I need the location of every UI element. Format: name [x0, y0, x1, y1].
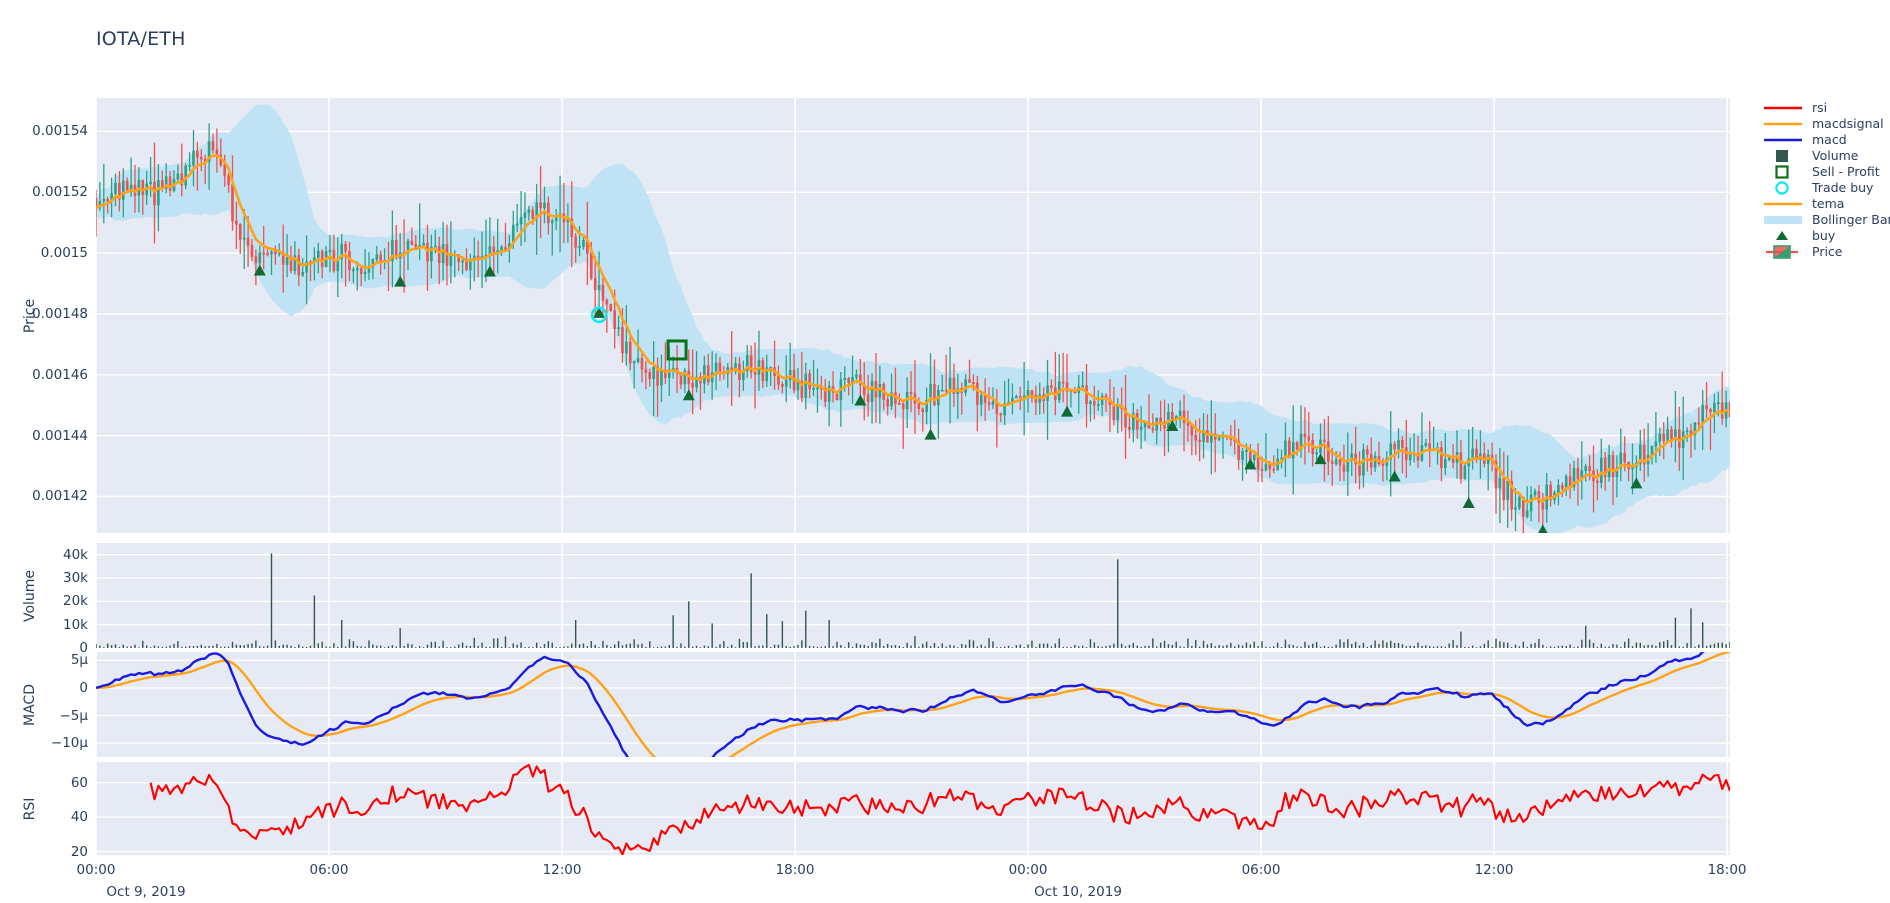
- legend-item-label: Bollinger Band: [1812, 212, 1890, 227]
- y-tick-rsi: 20: [70, 843, 88, 860]
- buy-triangle-icon: [593, 306, 606, 318]
- buy-triangle-icon: [483, 265, 496, 277]
- legend-line-icon: [1762, 100, 1804, 116]
- legend-band-icon: [1762, 212, 1804, 228]
- x-axis-date-label: Oct 10, 2019: [1034, 884, 1122, 900]
- y-tick-volume: 0: [79, 640, 88, 656]
- tema-line: [96, 154, 1730, 504]
- legend-circle-open-icon: [1762, 180, 1804, 196]
- y-tick-price: 0.0015: [40, 245, 88, 262]
- legend-item[interactable]: Bollinger Band: [1762, 212, 1890, 228]
- legend-item[interactable]: buy: [1762, 228, 1890, 244]
- macdsignal-line: [96, 652, 1730, 757]
- y-tick-macd: −5µ: [59, 707, 89, 724]
- rsi-plot-layer: [96, 762, 1730, 855]
- buy-triangle-icon: [253, 264, 266, 276]
- x-tick: 18:00: [775, 862, 815, 878]
- legend-item-label: Trade buy: [1812, 180, 1874, 195]
- page-title: IOTA/ETH: [96, 28, 186, 50]
- buy-triangle-icon: [854, 394, 867, 406]
- x-tick: 06:00: [309, 862, 349, 878]
- legend-item[interactable]: Trade buy: [1762, 180, 1890, 196]
- legend-square-icon: [1762, 148, 1804, 164]
- buy-triangle-icon: [924, 428, 937, 440]
- bollinger-band: [96, 104, 1730, 533]
- volume-bars: [96, 553, 1730, 648]
- legend-item-label: macdsignal: [1812, 116, 1884, 131]
- legend-item-label: macd: [1812, 132, 1847, 147]
- buy-triangle-icon: [1538, 524, 1548, 533]
- y-tick-volume: 20k: [63, 593, 88, 610]
- y-tick-volume: 40k: [63, 546, 88, 563]
- trade-buy-marker: [590, 306, 608, 324]
- y-tick-macd: −10µ: [50, 735, 88, 752]
- legend-triangle-icon: [1762, 228, 1804, 244]
- legend-item-label: Price: [1812, 244, 1843, 259]
- legend-item-label: Volume: [1812, 148, 1859, 163]
- y-tick-price: 0.00152: [32, 184, 88, 201]
- legend-line-icon: [1762, 132, 1804, 148]
- legend-item[interactable]: Price: [1762, 244, 1890, 260]
- macd-panel: [96, 652, 1730, 757]
- y-tick-price: 0.00154: [32, 123, 88, 140]
- x-tick: 12:00: [1474, 862, 1514, 878]
- legend-item-label: rsi: [1812, 100, 1828, 115]
- sell-profit-marker: [666, 339, 688, 361]
- x-tick: 00:00: [1008, 862, 1048, 878]
- buy-triangle-icon: [394, 275, 407, 287]
- y-tick-price: 0.00144: [32, 427, 88, 444]
- y-axis-title-volume: Volume: [22, 569, 38, 622]
- chart-legend: rsi macdsignal macd Volume Sell - Profit Trad…: [1762, 100, 1890, 260]
- rsi-panel: [96, 762, 1730, 855]
- buy-markers: [253, 264, 1643, 533]
- y-tick-volume: 30k: [63, 570, 88, 586]
- price-plot-layer: [96, 98, 1730, 533]
- y-tick-volume: 10k: [63, 616, 88, 633]
- legend-item[interactable]: Sell - Profit: [1762, 164, 1890, 180]
- legend-item-label: buy: [1812, 228, 1836, 243]
- buy-triangle-icon: [1630, 477, 1643, 489]
- legend-item[interactable]: macd: [1762, 132, 1890, 148]
- volume-panel: [96, 543, 1730, 648]
- legend-item[interactable]: rsi: [1762, 100, 1890, 116]
- y-tick-price: 0.00142: [32, 488, 88, 505]
- legend-square-open-icon: [1762, 164, 1804, 180]
- y-tick-price: 0.00148: [32, 305, 88, 322]
- macd-plot-layer: [96, 652, 1730, 757]
- rsi-line: [149, 764, 1730, 855]
- legend-item-label: Sell - Profit: [1812, 164, 1880, 179]
- y-tick-price: 0.00146: [32, 366, 88, 383]
- x-tick: 18:00: [1707, 862, 1747, 878]
- buy-triangle-icon: [1462, 496, 1475, 508]
- legend-line-icon: [1762, 196, 1804, 212]
- y-axis-title-macd: MACD: [22, 683, 38, 726]
- buy-triangle-icon: [1166, 420, 1179, 432]
- buy-triangle-icon: [1244, 458, 1257, 470]
- x-tick: 12:00: [542, 862, 582, 878]
- legend-item[interactable]: tema: [1762, 196, 1890, 212]
- buy-triangle-icon: [1388, 470, 1401, 482]
- y-axis-title-rsi: RSI: [22, 797, 38, 820]
- y-tick-rsi: 60: [70, 774, 88, 791]
- legend-candle-icon: [1762, 244, 1804, 260]
- buy-triangle-icon: [1061, 405, 1074, 417]
- volume-plot-layer: [96, 543, 1730, 648]
- y-tick-rsi: 40: [70, 809, 88, 826]
- buy-triangle-icon: [682, 389, 695, 401]
- buy-triangle-icon: [1314, 453, 1327, 465]
- x-tick: 00:00: [76, 862, 116, 878]
- legend-item[interactable]: macdsignal: [1762, 116, 1890, 132]
- macd-line: [96, 652, 1705, 757]
- legend-line-icon: [1762, 116, 1804, 132]
- legend-item-label: tema: [1812, 196, 1845, 211]
- y-axis-title-price: Price: [22, 298, 38, 333]
- price-panel: [96, 98, 1730, 533]
- y-tick-macd: 0: [79, 679, 88, 696]
- legend-item[interactable]: Volume: [1762, 148, 1890, 164]
- x-tick: 06:00: [1241, 862, 1281, 878]
- y-tick-macd: 5µ: [70, 652, 88, 669]
- x-axis-date-label: Oct 9, 2019: [106, 884, 186, 900]
